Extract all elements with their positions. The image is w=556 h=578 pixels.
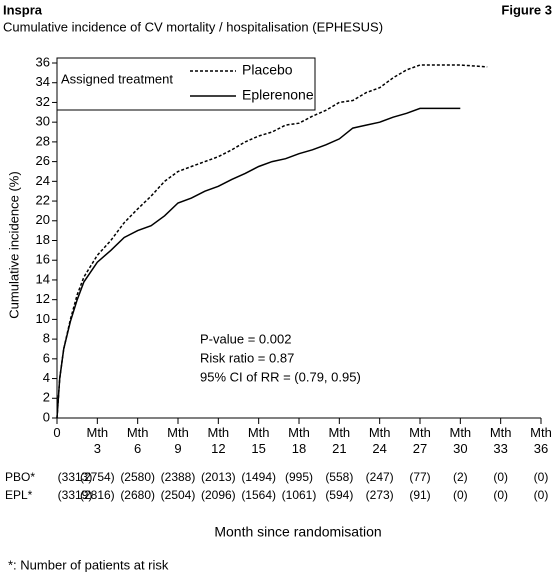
x-tick-label: Mth 33: [489, 425, 512, 456]
y-tick-label: 6: [43, 350, 50, 365]
risk-count: (0): [453, 488, 468, 502]
y-tick-label: 0: [43, 409, 50, 424]
risk-row-label: EPL*: [5, 488, 33, 502]
x-tick-label: Mth 18: [288, 425, 310, 456]
risk-count: (2754): [80, 470, 115, 484]
risk-count: (2680): [120, 488, 155, 502]
x-tick-label: Mth 36: [530, 425, 552, 456]
x-tick-label: Mth 6: [126, 425, 149, 456]
risk-count: (0): [493, 488, 508, 502]
risk-count: (247): [366, 470, 394, 484]
y-axis-label: Cumulative incidence (%): [6, 171, 21, 318]
y-tick-label: 12: [36, 291, 50, 306]
y-tick-label: 32: [36, 94, 50, 109]
y-tick-label: 28: [36, 133, 50, 148]
x-tick-label: Mth 12: [207, 425, 230, 456]
x-axis-label: Month since randomisation: [214, 524, 381, 540]
series-line: [56, 107, 461, 419]
risk-count: (1494): [241, 470, 276, 484]
risk-count: (3313): [58, 470, 93, 484]
x-tick-label: Mth 30: [449, 425, 472, 456]
annotation: P-value = 0.002: [200, 331, 291, 346]
legend-label: Placebo: [242, 62, 293, 78]
y-tick-label: 24: [36, 173, 50, 188]
y-tick-label: 26: [36, 153, 50, 168]
figure-label: Figure 3: [501, 2, 552, 17]
risk-count: (91): [409, 488, 430, 502]
chart-title: Cumulative incidence of CV mortality / h…: [3, 19, 383, 34]
risk-count: (2388): [161, 470, 196, 484]
risk-count: (0): [534, 470, 549, 484]
x-tick-label: Mth 24: [368, 425, 391, 456]
risk-row-label: PBO*: [5, 470, 35, 484]
x-tick-label: Mth 3: [86, 425, 109, 456]
y-tick-label: 4: [43, 370, 50, 385]
legend-label: Eplerenone: [242, 87, 314, 103]
y-tick-label: 20: [36, 212, 50, 227]
risk-count: (558): [325, 470, 353, 484]
y-tick-label: 18: [36, 232, 50, 247]
risk-count: (0): [493, 470, 508, 484]
risk-count: (594): [325, 488, 353, 502]
risk-count: (2013): [201, 470, 236, 484]
y-tick-label: 34: [36, 74, 50, 89]
annotation: Risk ratio = 0.87: [200, 350, 294, 365]
risk-count: (995): [285, 470, 313, 484]
x-tick-label: 0: [53, 425, 61, 440]
x-tick-label: Mth 21: [328, 425, 351, 456]
risk-count: (2816): [80, 488, 115, 502]
series-line: [56, 64, 488, 419]
annotation: 95% CI of RR = (0.79, 0.95): [200, 369, 361, 384]
y-tick-label: 14: [36, 271, 50, 286]
x-tick-label: Mth 27: [409, 425, 431, 456]
risk-count: (3319): [58, 488, 93, 502]
y-tick-label: 10: [36, 311, 50, 326]
risk-count: (1061): [282, 488, 317, 502]
risk-count: (2096): [201, 488, 236, 502]
risk-count: (0): [534, 488, 549, 502]
y-tick-label: 22: [36, 192, 50, 207]
y-tick-label: 30: [36, 114, 50, 129]
y-tick-label: 16: [36, 252, 50, 267]
risk-count: (2): [453, 470, 468, 484]
risk-count: (273): [366, 488, 394, 502]
footnote: *: Number of patients at risk: [8, 557, 169, 572]
x-tick-label: Mth 9: [167, 425, 189, 456]
legend-title: Assigned treatment: [61, 71, 173, 86]
risk-count: (2504): [161, 488, 196, 502]
y-tick-label: 36: [36, 54, 50, 69]
risk-count: (2580): [120, 470, 155, 484]
risk-count: (77): [409, 470, 430, 484]
risk-count: (1564): [241, 488, 276, 502]
brand: Inspra: [3, 2, 43, 17]
y-tick-label: 2: [43, 390, 50, 405]
x-tick-label: Mth 15: [247, 425, 270, 456]
y-tick-label: 8: [43, 331, 50, 346]
